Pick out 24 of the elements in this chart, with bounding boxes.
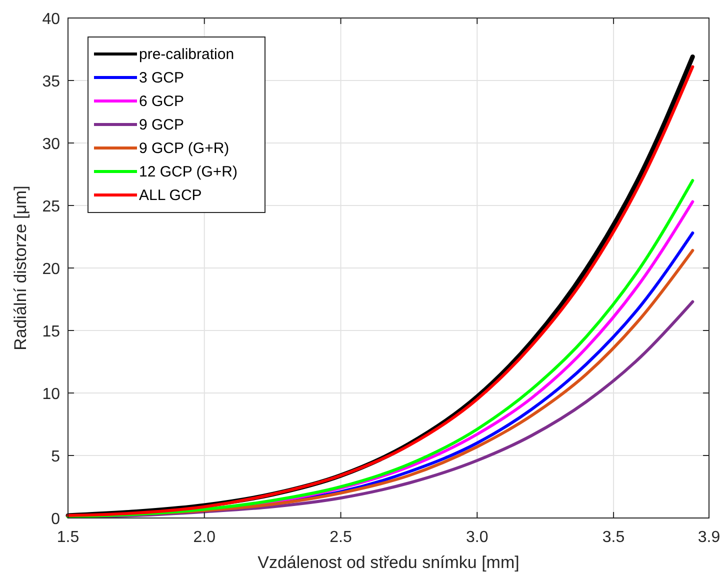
legend-label: 9 GCP — [139, 116, 184, 134]
y-tick-label: 40 — [42, 11, 60, 28]
y-tick-label: 10 — [42, 386, 60, 403]
legend-label: 9 GCP (G+R) — [139, 140, 230, 157]
y-tick-label: 0 — [51, 511, 60, 528]
x-tick-label: 3.0 — [466, 529, 488, 546]
x-tick-label: 1.5 — [56, 529, 80, 546]
y-tick-label: 20 — [42, 261, 60, 278]
legend-label: 6 GCP — [139, 93, 184, 110]
legend-label: 3 GCP — [139, 70, 184, 86]
legend-label: pre-calibration — [139, 46, 234, 63]
legend-label: ALL GCP — [139, 187, 202, 204]
x-tick-label: 3.9 — [698, 529, 720, 546]
y-tick-label: 15 — [42, 324, 60, 340]
x-axis-title: Vzdálenost od středu snímku [mm] — [258, 553, 520, 572]
x-tick-label: 2.5 — [330, 529, 352, 546]
x-tick-label: 3.5 — [602, 529, 625, 546]
y-tick-label: 30 — [42, 136, 60, 153]
x-tick-label: 2.0 — [193, 529, 216, 546]
y-tick-label: 35 — [42, 74, 60, 90]
legend-label: 12 GCP (G+R) — [139, 164, 238, 180]
y-axis-title: Radiální distorze [μm] — [11, 186, 30, 350]
y-tick-label: 5 — [51, 448, 60, 466]
y-tick-label: 25 — [42, 198, 60, 216]
